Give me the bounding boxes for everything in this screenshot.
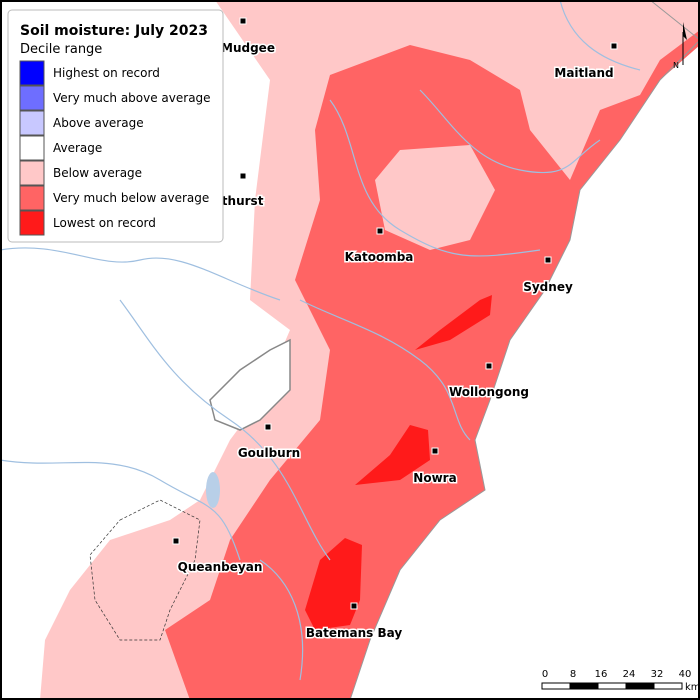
town-marker (610, 42, 618, 50)
region-lowest (415, 295, 492, 350)
north-label: N (673, 61, 679, 70)
region-very-much-below (165, 30, 700, 700)
region-lowest (305, 538, 362, 630)
map-title: Soil moisture: July 2023 (20, 23, 208, 39)
town-marker (544, 256, 552, 264)
scale-segment (597, 682, 627, 690)
town-label: Mudgee (221, 41, 275, 55)
legend-label: Below average (53, 166, 142, 180)
town-marker (350, 602, 358, 610)
scale-segment (569, 682, 599, 690)
town-marker (239, 17, 247, 25)
legend-subtitle: Decile range (20, 42, 102, 57)
town-marker (431, 447, 439, 455)
town-marker (376, 227, 384, 235)
town-label: Wollongong (449, 385, 529, 399)
river (329, 99, 541, 257)
region-below-average (515, 5, 640, 110)
scale-segment (541, 682, 571, 690)
river (419, 89, 601, 174)
legend-label: Above average (53, 116, 144, 130)
scale-unit: km (685, 682, 700, 693)
scale-label: 32 (651, 669, 664, 680)
legend-swatch (19, 60, 45, 86)
legend-label: Highest on record (53, 66, 160, 80)
town-marker (239, 172, 247, 180)
scale-label: 0 (542, 669, 548, 680)
region-lowest (355, 425, 430, 485)
region-average (209, 338, 291, 431)
scale-segment (625, 682, 655, 690)
river (559, 0, 641, 71)
town-label: Goulburn (238, 446, 300, 460)
legend-swatch (19, 160, 45, 186)
legend-swatch (19, 85, 45, 111)
coastline (349, 0, 700, 700)
town-marker (172, 537, 180, 545)
town-marker (485, 362, 493, 370)
legend-swatch (19, 135, 45, 161)
legend-swatch (19, 110, 45, 136)
region-below-average (375, 145, 495, 250)
regions (40, 0, 700, 700)
lake (206, 472, 220, 508)
river (299, 299, 471, 441)
town-label: Katoomba (345, 250, 414, 264)
legend-label: Very much above average (53, 91, 211, 105)
scale-label: 16 (595, 669, 608, 680)
town-label: Sydney (523, 280, 573, 294)
north-arrow: N (673, 22, 687, 70)
scale-label: 40 (679, 669, 692, 680)
river (0, 459, 241, 561)
town-label: Nowra (413, 471, 456, 485)
legend-swatch (19, 185, 45, 211)
legend: Soil moisture: July 2023 Decile range Hi… (7, 9, 224, 243)
river (119, 299, 331, 561)
north-head (683, 22, 687, 40)
legend-label: Very much below average (53, 191, 209, 205)
legend-swatch (19, 210, 45, 236)
town-marker (264, 423, 272, 431)
scale-label: 8 (570, 669, 576, 680)
legend-box (7, 9, 224, 243)
legend-label: Lowest on record (53, 216, 156, 230)
town-label: Maitland (554, 66, 613, 80)
legend-label: Average (53, 141, 102, 155)
town-label: Queanbeyan (178, 560, 263, 574)
rivers (0, 0, 641, 681)
scale-label: 24 (623, 669, 636, 680)
river (0, 247, 281, 301)
act-border (89, 499, 201, 641)
river (259, 559, 304, 681)
scale-bar: 0 8 16 24 32 40 km (541, 669, 700, 693)
scale-segment (653, 682, 683, 690)
town-label: Batemans Bay (306, 626, 402, 640)
